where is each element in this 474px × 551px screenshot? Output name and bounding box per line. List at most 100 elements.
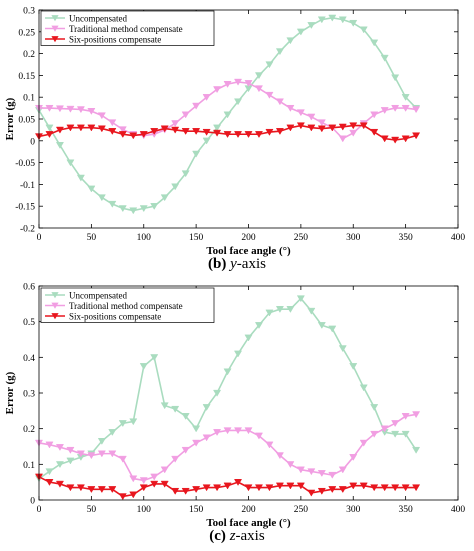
data-point	[233, 350, 243, 358]
data-point	[401, 94, 410, 101]
data-point	[139, 363, 148, 370]
data-point	[97, 112, 106, 120]
legend-marker	[51, 25, 59, 32]
data-point	[370, 430, 379, 438]
legend-label: Traditional method compensate	[69, 301, 183, 311]
data-point	[296, 109, 305, 117]
data-point	[139, 205, 148, 213]
data-point	[118, 493, 127, 501]
data-point	[192, 128, 201, 135]
data-point	[233, 479, 243, 486]
data-point	[160, 402, 169, 410]
y-tick-label: 0.1	[23, 461, 35, 471]
data-point	[275, 128, 284, 135]
legend-marker	[51, 292, 59, 299]
data-point	[181, 111, 190, 119]
data-point	[317, 487, 326, 495]
y-tick-label: -0.05	[15, 159, 35, 169]
y-tick-label: 0.1	[23, 94, 35, 104]
data-point	[192, 425, 201, 433]
data-point	[307, 124, 316, 132]
data-point	[296, 482, 305, 490]
legend-label: Uncompensated	[69, 13, 127, 23]
y-tick-label: 0.05	[18, 116, 35, 126]
caption-y-axis: (b) y-axis	[0, 256, 474, 273]
data-point	[349, 482, 358, 490]
legend-marker	[51, 302, 59, 309]
data-point	[401, 104, 410, 112]
data-point	[108, 450, 117, 458]
data-point	[171, 455, 180, 463]
data-point	[359, 439, 368, 447]
data-point	[97, 438, 106, 445]
data-point	[202, 94, 211, 101]
data-point	[97, 450, 106, 458]
data-point	[265, 128, 274, 136]
x-tick-label: 400	[451, 505, 466, 515]
data-point	[76, 106, 85, 114]
data-point	[213, 484, 222, 492]
data-point	[401, 430, 410, 438]
data-point	[370, 484, 379, 492]
data-point	[223, 111, 232, 119]
data-point	[328, 486, 337, 494]
data-point	[275, 48, 284, 56]
x-tick-label: 250	[294, 505, 309, 515]
data-point	[181, 128, 190, 135]
data-point	[150, 480, 159, 488]
data-point	[87, 185, 96, 193]
legend-label: Six-positions compensate	[69, 34, 161, 44]
data-point	[192, 150, 201, 158]
data-point	[76, 450, 85, 458]
y-axis-label: Error (g)	[4, 371, 16, 414]
data-point	[401, 484, 410, 492]
data-point	[150, 203, 159, 210]
legend-label: Six-positions compensate	[69, 311, 161, 321]
y-tick-label: 0.2	[23, 425, 35, 435]
data-point	[349, 129, 358, 137]
data-point	[97, 194, 106, 202]
data-point	[171, 405, 180, 413]
data-point	[202, 404, 211, 411]
data-point	[233, 78, 243, 86]
data-point	[391, 430, 400, 438]
data-point	[181, 446, 190, 454]
y-tick-label: -0.1	[20, 181, 35, 191]
data-point	[66, 159, 75, 167]
data-point	[286, 104, 295, 112]
data-point	[296, 28, 305, 36]
data-point	[296, 122, 305, 130]
legend-item: Uncompensated	[45, 290, 127, 300]
data-point	[129, 491, 138, 499]
data-point	[171, 120, 180, 128]
data-point	[45, 479, 54, 486]
data-point	[254, 322, 264, 329]
data-point	[275, 482, 284, 490]
data-point	[412, 106, 421, 114]
data-point	[307, 468, 316, 476]
data-point	[108, 429, 117, 436]
data-point	[87, 486, 96, 494]
data-point	[391, 104, 400, 112]
y-tick-label: 0	[30, 137, 35, 147]
data-point	[223, 482, 232, 490]
data-point	[286, 482, 295, 490]
data-point	[55, 126, 64, 134]
y-tick-label: -0.15	[15, 203, 35, 213]
data-point	[317, 125, 326, 133]
x-axis-label: Tool face angle (°)	[206, 517, 291, 529]
x-tick-label: 150	[189, 233, 204, 243]
x-tick-label: 50	[87, 233, 97, 243]
data-point	[244, 484, 253, 492]
legend-box	[40, 287, 215, 323]
data-point	[338, 345, 347, 353]
data-point	[118, 126, 127, 134]
data-point	[254, 131, 264, 138]
data-point	[45, 441, 54, 449]
data-point	[55, 444, 64, 451]
data-point	[87, 452, 96, 460]
data-point	[139, 484, 148, 492]
data-point	[307, 489, 316, 497]
y-tick-label: 0.15	[18, 72, 35, 82]
